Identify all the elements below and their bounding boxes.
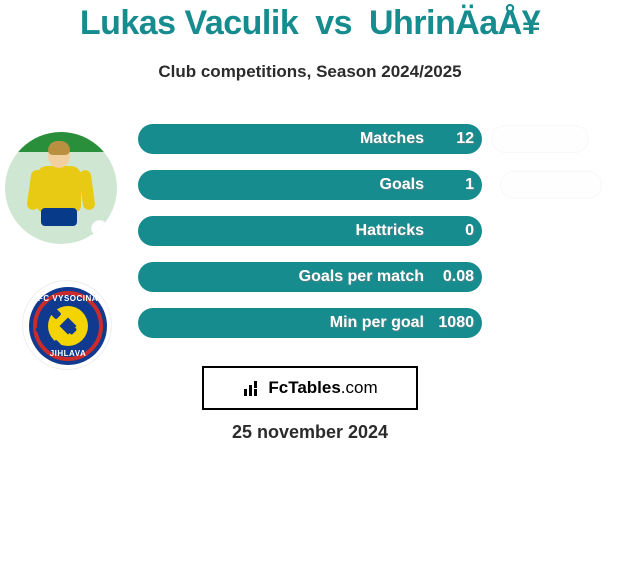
subtitle: Club competitions, Season 2024/2025 (0, 62, 620, 82)
title-vs: vs (315, 4, 352, 42)
stat-label: Min per goal (330, 308, 424, 338)
brand-text: FcTables.com (268, 378, 377, 398)
player-figure-icon (31, 142, 91, 236)
stat-bars: Matches 12 Goals 1 Hattricks 0 Goals per match… (138, 124, 482, 354)
stat-label: Hattricks (356, 216, 424, 246)
football-icon (91, 220, 109, 238)
stat-value: 0 (465, 216, 474, 246)
stat-row: Matches 12 (138, 124, 482, 154)
stat-value: 0.08 (443, 262, 474, 292)
opponent-pill (492, 126, 588, 152)
club-text-bottom: JIHLAVA (29, 349, 107, 358)
club-crest-icon: FC VYSOCINA JIHLAVA (29, 287, 107, 365)
stat-label: Matches (360, 124, 424, 154)
club-avatar: FC VYSOCINA JIHLAVA (22, 280, 112, 370)
bar-chart-icon (242, 378, 262, 398)
stat-label: Goals per match (299, 262, 424, 292)
stat-row: Hattricks 0 (138, 216, 482, 246)
stat-value: 12 (456, 124, 474, 154)
title-player1: Lukas Vaculik (80, 4, 298, 42)
stat-row: Goals per match 0.08 (138, 262, 482, 292)
player-avatar (5, 132, 117, 244)
stat-label: Goals (380, 170, 424, 200)
stat-pill: Goals per match 0.08 (138, 262, 482, 292)
stat-pill: Matches 12 (138, 124, 482, 154)
title-player2: UhrinÄaÅ¥ (369, 4, 540, 42)
stat-row: Min per goal 1080 (138, 308, 482, 338)
brand-main: FcTables (268, 378, 340, 397)
club-text-top: FC VYSOCINA (29, 294, 107, 303)
stat-value: 1 (465, 170, 474, 200)
brand-box: FcTables.com (202, 366, 418, 410)
stat-pill: Hattricks 0 (138, 216, 482, 246)
stat-pill: Goals 1 (138, 170, 482, 200)
opponent-pill (501, 172, 601, 198)
stat-row: Goals 1 (138, 170, 482, 200)
comparison-infographic: Lukas Vaculik vs UhrinÄaÅ¥ Club competit… (0, 0, 620, 580)
page-title: Lukas Vaculik vs UhrinÄaÅ¥ (0, 4, 620, 43)
footer-date: 25 november 2024 (0, 422, 620, 443)
brand-domain: .com (341, 378, 378, 397)
stat-value: 1080 (438, 308, 474, 338)
stat-pill: Min per goal 1080 (138, 308, 482, 338)
